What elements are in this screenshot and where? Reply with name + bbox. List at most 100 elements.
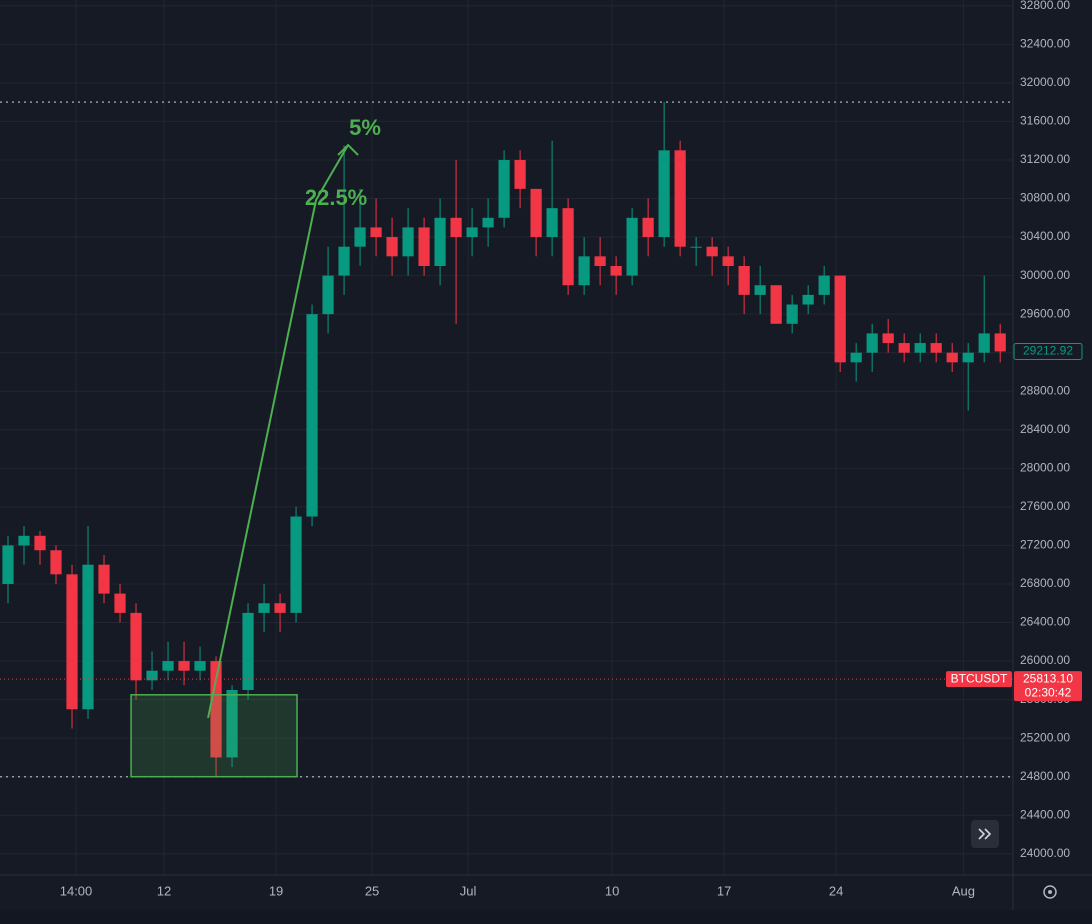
candle-body	[226, 689, 238, 758]
x-tick-label: Jul	[460, 883, 477, 898]
y-tick-label: 24400.00	[1020, 807, 1070, 821]
y-tick-label: 32000.00	[1020, 75, 1070, 89]
x-tick-label: 19	[269, 883, 283, 898]
candle-body	[738, 265, 750, 295]
y-tick-label: 26800.00	[1020, 576, 1070, 590]
status-strip	[0, 910, 1092, 924]
candle-body	[770, 285, 782, 324]
candle-body	[530, 188, 542, 238]
countdown: 02:30:42	[1025, 685, 1072, 699]
candle-body	[978, 333, 990, 353]
candle-body	[498, 159, 510, 218]
candle-body	[322, 275, 334, 315]
candle-body	[546, 208, 558, 238]
candle-body	[898, 343, 910, 353]
path-label: 22.5%	[305, 185, 367, 210]
y-tick-label: 26000.00	[1020, 653, 1070, 667]
candle-body	[658, 150, 670, 238]
symbol-badge	[946, 671, 1012, 688]
candle-body	[338, 246, 350, 276]
candle-body	[178, 661, 190, 671]
y-tick-label: 32800.00	[1020, 0, 1070, 12]
candle-body	[242, 612, 254, 690]
candle-body	[82, 564, 94, 710]
y-tick-label: 27200.00	[1020, 538, 1070, 552]
x-tick-label: 12	[157, 883, 171, 898]
candle-body	[162, 661, 174, 671]
y-tick-label: 31600.00	[1020, 114, 1070, 128]
candle-body	[50, 550, 62, 575]
x-tick-label: 14:00	[60, 883, 93, 898]
y-tick-label: 32400.00	[1020, 37, 1070, 51]
y-tick-label: 27600.00	[1020, 499, 1070, 513]
x-tick-label: 10	[605, 883, 619, 898]
x-tick-label: 24	[829, 883, 843, 898]
y-tick-label: 28400.00	[1020, 422, 1070, 436]
candle-body	[402, 227, 414, 257]
y-tick-label: 31200.00	[1020, 152, 1070, 166]
x-tick-label: Aug	[952, 883, 975, 898]
gear-icon[interactable]	[1043, 885, 1057, 899]
candle-body	[962, 352, 974, 363]
candle-body	[850, 352, 862, 363]
candle-body	[434, 217, 446, 266]
y-tick-label: 24800.00	[1020, 769, 1070, 783]
y-tick-label: 29600.00	[1020, 306, 1070, 320]
candle-body	[930, 343, 942, 353]
candle-body	[18, 535, 30, 546]
candle-body	[146, 670, 158, 681]
candle-body	[450, 217, 462, 238]
candle-body	[626, 217, 638, 276]
candle-body	[482, 217, 494, 228]
last-price-label: 29212.92	[1023, 344, 1073, 358]
candle-body	[786, 304, 798, 324]
scroll-button[interactable]	[971, 820, 999, 848]
candle-body	[882, 333, 894, 344]
candle-body	[754, 285, 766, 295]
candle-body	[34, 535, 46, 551]
candle-body	[818, 275, 830, 295]
candle-body	[914, 343, 926, 353]
candle-body	[610, 265, 622, 276]
candle-body	[210, 661, 222, 758]
arrow-head	[337, 143, 359, 156]
price-badge-label: 25813.10	[1023, 671, 1073, 685]
y-tick-label: 30400.00	[1020, 229, 1070, 243]
range-box	[130, 694, 298, 778]
candle-body	[994, 333, 1006, 352]
candle-body	[66, 574, 78, 710]
candle-body	[514, 159, 526, 189]
candle-body	[866, 333, 878, 353]
y-tick-label: 28800.00	[1020, 383, 1070, 397]
candle-body	[946, 352, 958, 363]
candle-body	[258, 603, 270, 613]
y-tick-label: 30800.00	[1020, 191, 1070, 205]
gear-center	[1048, 890, 1052, 894]
candle-body	[274, 603, 286, 613]
candle-body	[98, 564, 110, 594]
candle-body	[290, 516, 302, 613]
settings-button[interactable]	[1043, 885, 1057, 899]
candle-body	[114, 593, 126, 613]
candle-body	[2, 545, 14, 584]
symbol-name: BTCUSDT	[951, 671, 1008, 685]
candle-body	[418, 227, 430, 266]
candle-body	[690, 246, 702, 248]
candle-body	[722, 256, 734, 266]
last-price-badge	[1013, 342, 1083, 360]
candle-body	[306, 314, 318, 517]
candle-body	[578, 256, 590, 286]
candle-body	[706, 246, 718, 257]
candle-body	[674, 150, 686, 247]
candle-body	[834, 275, 846, 363]
candle-body	[354, 227, 366, 247]
x-tick-label: 25	[365, 883, 379, 898]
trend-path	[207, 144, 349, 719]
candle-body	[370, 227, 382, 238]
price-badge	[1014, 671, 1082, 702]
y-tick-label: 26400.00	[1020, 615, 1070, 629]
y-tick-label: 30000.00	[1020, 268, 1070, 282]
path-label: 5%	[349, 115, 381, 140]
